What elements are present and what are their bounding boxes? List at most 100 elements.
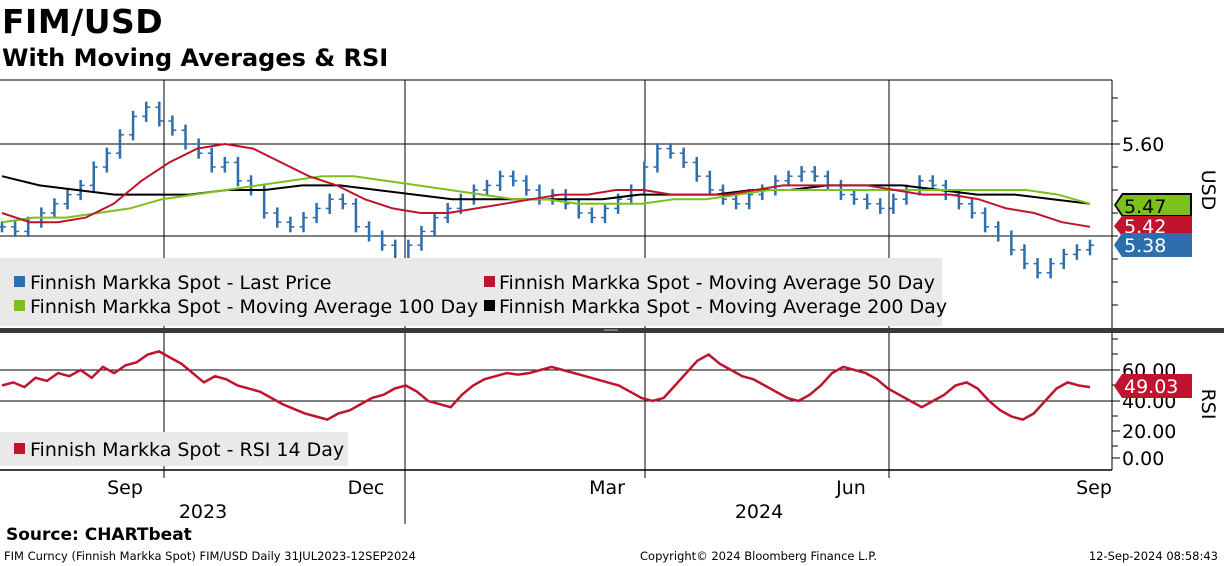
legend-ma100: Finnish Markka Spot - Moving Average 100… (30, 296, 478, 318)
page-subtitle: With Moving Averages & RSI (2, 44, 389, 72)
legend-ma200: Finnish Markka Spot - Moving Average 200… (499, 296, 947, 318)
legend-price: Finnish Markka Spot - Last Price (30, 272, 331, 294)
price-bar (1059, 248, 1068, 270)
price-bar (810, 166, 819, 182)
price-bar (417, 225, 426, 251)
tag-price: 5.38 (1114, 233, 1192, 257)
price-bar (823, 170, 832, 191)
price-bar (509, 170, 518, 187)
price-bar (732, 193, 741, 210)
tag-ma50: 5.42 (1114, 216, 1192, 238)
price-bar (483, 179, 492, 196)
price-bar (600, 202, 609, 224)
price-bar (273, 207, 282, 228)
source-note: Source: CHARTbeat (6, 525, 192, 545)
price-bar (797, 166, 806, 182)
price-bar (889, 193, 898, 214)
price-bar (312, 202, 321, 224)
price-bar (63, 189, 72, 210)
price-bar (1072, 244, 1081, 260)
ma100-line (1, 175, 1091, 224)
rsi-line (1, 350, 1091, 421)
price-bar (784, 170, 793, 187)
rsi-panel: 60.00 40.00 20.00 0.00 RSI 49.03 Finnish… (0, 333, 1219, 470)
price-panel: 5.60 USD 5.47 5.42 5.38 Finnish Markka S… (0, 79, 1219, 328)
price-bar (876, 198, 885, 214)
price-bar (233, 156, 242, 187)
price-bar (325, 193, 334, 214)
rsi-tick-0: 0.00 (1122, 448, 1164, 470)
rsi-legend: Finnish Markka Spot - RSI 14 Day (0, 432, 348, 466)
price-bar (0, 221, 6, 233)
price-bar (1007, 230, 1016, 256)
x-tick-mar24: Mar (589, 477, 625, 499)
timestamp: 12-Sep-2024 08:58:43 (1088, 549, 1218, 563)
legend-swatch-ma200 (484, 300, 495, 311)
price-bar (11, 221, 20, 237)
rsi-legend-bg (0, 432, 348, 466)
price-bar (981, 207, 990, 233)
x-axis: Sep Dec Mar Jun Sep 2023 2024 (0, 469, 1112, 524)
price-bar (142, 101, 151, 122)
year-label-2023: 2023 (179, 501, 227, 523)
price-bar (666, 143, 675, 159)
price-bar (378, 230, 387, 251)
price-bar (351, 198, 360, 233)
price-bar (115, 129, 124, 159)
tag-rsi-value: 49.03 (1124, 376, 1178, 398)
x-tick-jun24: Jun (835, 477, 866, 499)
price-bar (338, 193, 347, 210)
price-legend: Finnish Markka Spot - Last Price Finnish… (0, 258, 947, 326)
price-bar (705, 170, 714, 196)
tag-ma100: 5.47 (1114, 193, 1192, 218)
price-bar (692, 156, 701, 182)
price-bar (129, 110, 138, 141)
tag-price-value: 5.38 (1124, 235, 1166, 257)
price-bar (574, 198, 583, 219)
x-tick-sep23: Sep (107, 477, 143, 499)
rsi-axis-label: RSI (1197, 389, 1219, 420)
x-tick-sep24: Sep (1076, 477, 1112, 499)
price-bar (207, 147, 216, 173)
legend-rsi: Finnish Markka Spot - RSI 14 Day (30, 439, 344, 461)
legend-swatch-ma100 (14, 300, 25, 311)
price-bar (535, 184, 544, 205)
price-bar (1046, 258, 1055, 279)
price-bar (1020, 244, 1029, 270)
price-bar (299, 212, 308, 233)
price-bar (155, 101, 164, 127)
price-bar (653, 143, 662, 173)
price-axis-label: USD (1197, 170, 1219, 211)
tag-ma100-value: 5.47 (1124, 196, 1166, 218)
price-bar (1033, 258, 1042, 279)
rsi-tick-20: 20.00 (1122, 421, 1176, 443)
price-bar (994, 221, 1003, 242)
rsi-axis-ticks (1112, 338, 1120, 459)
ma50-line (1, 142, 1091, 228)
tag-ma50-value: 5.42 (1124, 216, 1166, 238)
legend-ma50: Finnish Markka Spot - Moving Average 50 … (499, 272, 935, 294)
price-bar (430, 212, 439, 237)
price-bar (365, 221, 374, 242)
year-label-2024: 2024 (735, 501, 783, 523)
price-bar (863, 193, 872, 210)
price-legend-bg (0, 258, 942, 326)
copyright: Copyright© 2024 Bloomberg Finance L.P. (640, 549, 877, 563)
price-bar (587, 207, 596, 224)
price-bar (286, 216, 295, 233)
x-tick-dec23: Dec (348, 477, 385, 499)
price-bar (968, 198, 977, 219)
price-bar (1086, 239, 1094, 256)
price-bar (220, 156, 229, 173)
price-bar (902, 184, 911, 205)
ticker-info: FIM Curncy (Finnish Markka Spot) FIM/USD… (4, 549, 416, 563)
y-tick-560: 5.60 (1122, 134, 1164, 156)
price-bar (496, 170, 505, 191)
price-axis-ticks (1112, 97, 1120, 306)
price-bar (89, 161, 98, 191)
price-bar (850, 189, 859, 205)
price-bar (181, 124, 190, 150)
legend-swatch-price (14, 276, 25, 287)
price-bar (168, 115, 177, 136)
price-bar (679, 147, 688, 168)
